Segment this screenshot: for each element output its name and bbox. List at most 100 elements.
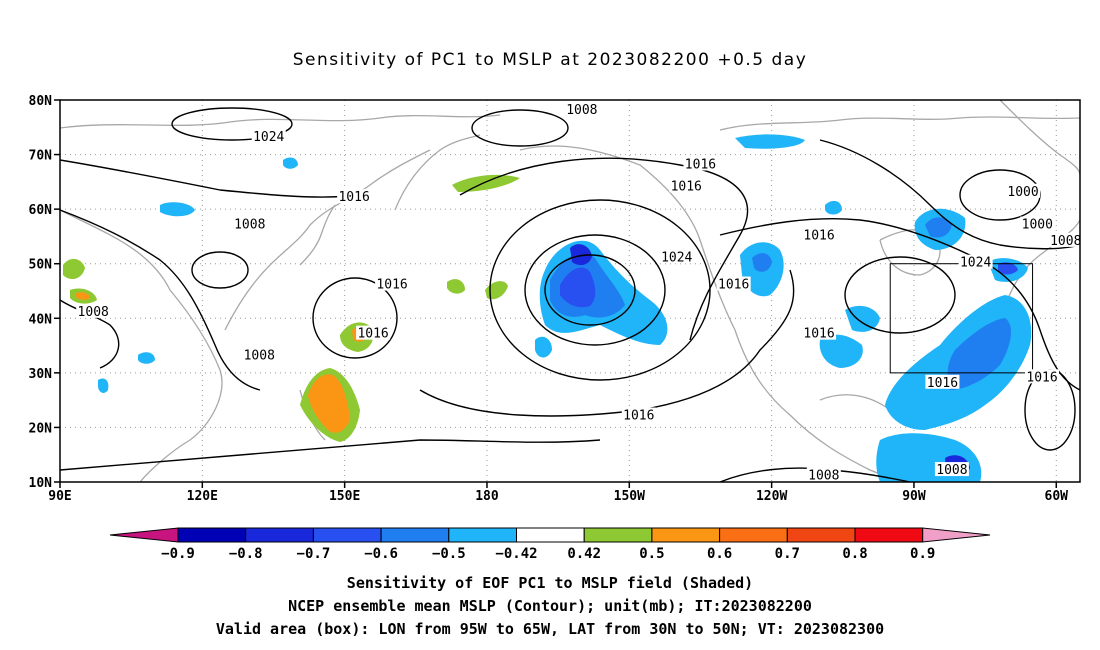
colorbar-segment (651, 527, 721, 543)
shade-west-pacific-orange (308, 374, 350, 433)
coastline-japan (299, 204, 336, 266)
contour-label-bg (683, 156, 718, 171)
colorbar-label: −0.7 (297, 546, 331, 562)
lon-tick-label: 150W (614, 489, 645, 504)
caption-contour: NCEP ensemble mean MSLP (Contour); unit(… (288, 597, 812, 615)
contour-label: 1016 (803, 327, 834, 342)
contour-1024-us-high (844, 256, 956, 334)
shade-small-blue-c (138, 352, 155, 364)
shade-pacific-green-b (447, 279, 465, 294)
contour-label: 1016 (671, 179, 702, 194)
contour-1008-north-pacific (471, 109, 569, 147)
figure-title: Sensitivity of PC1 to MSLP at 2023082200… (292, 50, 808, 70)
contour-label-bg (669, 178, 704, 193)
coastline-greenland (999, 100, 1080, 176)
shade-bering-green (452, 174, 520, 192)
colorbar-segment (312, 527, 382, 543)
coastline-kamchatka (394, 134, 481, 211)
colorbar-label: 0.9 (910, 546, 935, 562)
shade-small-blue-d (98, 378, 109, 393)
contour-1016-east (719, 217, 1080, 391)
shade-atlantic-north-core (998, 262, 1018, 275)
contour-1016-subtropics (60, 439, 601, 471)
colorbar: −0.9 −0.8 −0.7 −0.6 −0.5 −0.42 0.42 0.5 0.6 0.7 0.… (109, 527, 991, 562)
contour-1008-india (60, 299, 120, 369)
contour-label: 1016 (623, 409, 654, 424)
contour-1016-south (419, 269, 795, 417)
shade-pacific-green-a (485, 281, 508, 300)
coastline-china-korea (224, 149, 431, 331)
colorbar-segment (177, 527, 247, 543)
shade-small-blue-a (283, 157, 298, 169)
contour-label: 1008 (78, 305, 109, 320)
lat-tick-label: 20N (29, 421, 53, 436)
contour-1016-north (459, 157, 749, 341)
colorbar-label: 0.5 (639, 546, 664, 562)
contour-1016-west-ring (60, 159, 361, 198)
colorbar-label: 0.8 (842, 546, 867, 562)
contour-label: 1016 (1026, 370, 1057, 385)
contour-label-bg (76, 303, 111, 318)
map-plot-area: 1024100810161016101610081000100010081016… (60, 100, 1081, 484)
shade-alaska-north (735, 134, 805, 149)
contour-label: 1008 (936, 463, 967, 478)
colorbar-segment (380, 527, 450, 543)
contour-label-bg (716, 276, 751, 291)
contour-label-bg (958, 254, 993, 269)
lon-tick-label: 90W (902, 489, 926, 504)
contour-1016-japan-high (312, 277, 398, 359)
lat-tick-label: 70N (29, 149, 53, 164)
lat-tick-label: 40N (29, 312, 53, 327)
shade-india-green-a (63, 258, 85, 280)
shade-siberia-blue (160, 202, 195, 217)
colorbar-segment (583, 527, 653, 543)
contour-label-bg (242, 347, 277, 362)
contour-label-bg (1025, 369, 1060, 384)
contour-label: 1024 (960, 256, 991, 271)
shade-us-east-coast-mid (947, 318, 1012, 390)
coastline-canada-arctic (719, 116, 1080, 131)
coastline-alaska (519, 145, 736, 331)
shade-india-orange (76, 292, 90, 300)
contour-label: 1008 (808, 469, 839, 484)
contour-1024-central-pacific (524, 234, 666, 346)
sensitivity-shading (63, 134, 1032, 482)
contour-label: 1008 (234, 218, 265, 233)
contour-label: 1000 (1007, 185, 1038, 200)
lat-tick-label: 50N (29, 258, 53, 273)
contour-label-bg (659, 249, 694, 264)
colorbar-label: −0.42 (495, 546, 537, 562)
contour-label: 1008 (244, 348, 275, 363)
contour-label-bg (251, 129, 286, 144)
caption-valid-area: Valid area (box): LON from 95W to 65W, L… (215, 620, 885, 638)
contour-label-bg (356, 325, 391, 340)
contour-1024-siberia (171, 107, 293, 141)
contour-label: 1024 (253, 130, 284, 145)
colorbar-high-arrow (922, 527, 991, 543)
colorbar-segment (719, 527, 788, 543)
colorbar-segment (448, 527, 517, 543)
lon-tick-label: 180 (475, 489, 499, 504)
contour-label-bg (621, 407, 656, 422)
colorbar-segment (245, 527, 314, 543)
contour-label-bg (337, 189, 372, 204)
colorbar-low-arrow (109, 527, 179, 543)
contour-label: 1016 (685, 157, 716, 172)
lat-tick-label: 10N (29, 476, 53, 491)
shade-canada-east-core (925, 217, 952, 238)
colorbar-segment (854, 527, 924, 543)
colorbar-label: −0.6 (364, 546, 398, 562)
coastline-siberia-arctic (60, 114, 501, 129)
contour-label-bg (925, 374, 960, 389)
contour-label: 1008 (1050, 234, 1081, 249)
contour-label-bg (1020, 216, 1055, 231)
lon-tick-label: 120W (756, 489, 787, 504)
contour-1016-central-pacific (489, 199, 711, 381)
colorbar-label: 0.42 (567, 546, 601, 562)
contour-label-bg (1006, 183, 1041, 198)
colorbar-segment (786, 527, 856, 543)
contour-label: 1016 (927, 376, 958, 391)
contour-label-bg (806, 467, 841, 482)
